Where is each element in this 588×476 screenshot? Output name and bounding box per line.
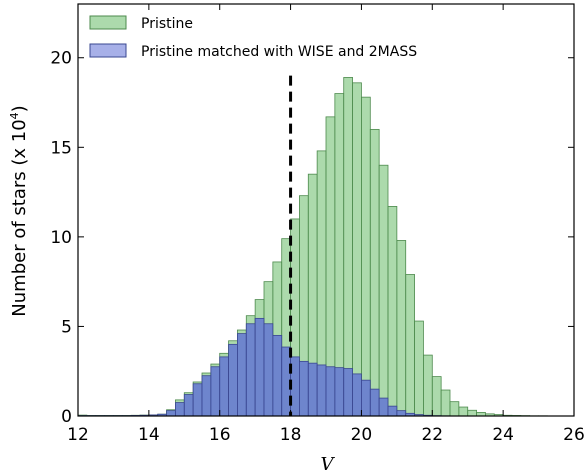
axis-ticks: 12 14 16 18 20 22 24 26 0 5 10 15 20 <box>50 4 585 445</box>
matched-bar <box>183 394 194 417</box>
pristine-bar <box>449 401 460 417</box>
pristine-bar <box>396 240 407 417</box>
matched-bar <box>263 323 274 417</box>
matched-bar <box>166 410 176 417</box>
x-tick-label: 14 <box>138 425 160 445</box>
matched-bar <box>343 368 353 417</box>
pristine-bar <box>378 164 389 417</box>
y-axis-label: Number of stars (x 104) <box>8 105 30 316</box>
legend-label-pristine: Pristine <box>141 16 193 32</box>
x-tick-label: 22 <box>421 425 443 445</box>
matched-bar <box>228 343 238 417</box>
matched-bar <box>378 397 389 417</box>
legend: Pristine Pristine matched with WISE and … <box>89 15 417 60</box>
pristine-bar <box>467 409 477 417</box>
matched-bar <box>192 383 203 417</box>
x-tick-label: 24 <box>492 425 514 445</box>
matched-bar <box>334 367 345 417</box>
matched-bar <box>272 334 283 417</box>
matched-bar <box>307 362 318 417</box>
matched-bar <box>175 402 185 417</box>
matched-bar <box>201 375 212 417</box>
pristine-bar <box>361 96 371 417</box>
y-tick-label: 15 <box>50 138 72 158</box>
pristine-bar <box>440 389 451 417</box>
x-tick-label: 12 <box>67 425 89 445</box>
matched-bar <box>361 379 371 417</box>
matched-bar <box>237 333 247 417</box>
x-tick-label: 18 <box>280 425 302 445</box>
legend-swatch-pristine <box>89 15 127 30</box>
matched-bar <box>369 388 380 417</box>
pristine-bar <box>369 128 380 417</box>
y-tick-label: 10 <box>50 228 72 248</box>
matched-bar <box>316 364 327 417</box>
pristine-bar <box>352 82 362 417</box>
x-tick-label: 26 <box>563 425 585 445</box>
y-tick-label: 20 <box>50 49 72 69</box>
matched-bar <box>387 405 398 417</box>
matched-bar <box>245 323 256 417</box>
x-tick-label: 16 <box>209 425 231 445</box>
matched-bar <box>325 366 336 417</box>
matched-bar <box>352 373 362 417</box>
y-tick-label: 5 <box>61 317 72 337</box>
y-axis-label-end: ) <box>9 105 30 112</box>
x-tick-label: 20 <box>351 425 373 445</box>
x-axis-label: V <box>321 454 336 475</box>
matched-bar <box>219 356 229 417</box>
matched-bar <box>299 360 309 417</box>
pristine-bar <box>431 376 442 417</box>
plot-frame <box>77 3 575 417</box>
pristine-bar <box>405 274 415 417</box>
legend-swatch-matched <box>89 43 127 58</box>
pristine-bar <box>423 354 433 417</box>
matched-bar <box>396 410 407 417</box>
pristine-bar <box>343 77 353 417</box>
matched-bar <box>210 366 221 417</box>
pristine-bar <box>414 320 424 417</box>
y-axis-label-exponent: 4 <box>8 112 21 119</box>
matched-bar <box>254 317 265 417</box>
legend-label-matched: Pristine matched with WISE and 2MASS <box>141 44 417 60</box>
pristine-bar <box>387 206 398 417</box>
pristine-bar <box>458 406 469 417</box>
y-tick-label: 0 <box>61 407 72 427</box>
